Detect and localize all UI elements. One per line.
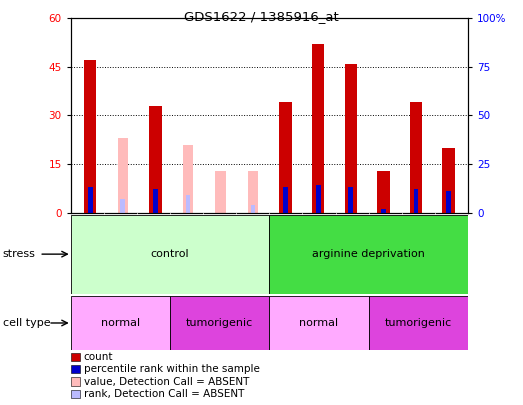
Bar <box>170 296 269 350</box>
Bar <box>381 209 386 213</box>
Text: tumorigenic: tumorigenic <box>385 318 452 328</box>
Bar <box>120 199 125 213</box>
Text: control: control <box>151 249 189 259</box>
Bar <box>71 377 80 386</box>
Bar <box>251 205 255 213</box>
Bar <box>186 195 190 213</box>
Text: percentile rank within the sample: percentile rank within the sample <box>84 364 259 374</box>
Bar <box>316 185 321 213</box>
Bar <box>269 296 369 350</box>
Bar <box>269 215 468 294</box>
Bar <box>84 60 96 213</box>
Bar <box>414 189 418 213</box>
Bar <box>377 171 390 213</box>
Text: GDS1622 / 1385916_at: GDS1622 / 1385916_at <box>184 10 339 23</box>
Text: normal: normal <box>300 318 338 328</box>
Bar <box>312 44 324 213</box>
Bar <box>410 102 422 213</box>
Text: count: count <box>84 352 113 362</box>
Bar <box>153 189 157 213</box>
Bar <box>248 171 258 213</box>
Bar <box>118 138 128 213</box>
Bar <box>215 171 226 213</box>
Bar <box>345 64 357 213</box>
Bar <box>88 188 93 213</box>
Text: stress: stress <box>3 249 36 259</box>
Bar <box>71 390 80 398</box>
Text: cell type: cell type <box>3 318 50 328</box>
Bar <box>442 148 454 213</box>
Bar <box>283 188 288 213</box>
Bar <box>183 145 193 213</box>
Bar <box>71 296 170 350</box>
Bar <box>348 188 353 213</box>
Bar <box>369 296 468 350</box>
Bar <box>71 353 80 361</box>
Bar <box>149 106 162 213</box>
Bar <box>71 215 269 294</box>
Bar <box>71 365 80 373</box>
Bar <box>446 191 451 213</box>
Text: value, Detection Call = ABSENT: value, Detection Call = ABSENT <box>84 377 249 386</box>
Text: tumorigenic: tumorigenic <box>186 318 253 328</box>
Text: normal: normal <box>101 318 140 328</box>
Text: rank, Detection Call = ABSENT: rank, Detection Call = ABSENT <box>84 389 244 399</box>
Text: arginine deprivation: arginine deprivation <box>312 249 425 259</box>
Bar <box>279 102 292 213</box>
